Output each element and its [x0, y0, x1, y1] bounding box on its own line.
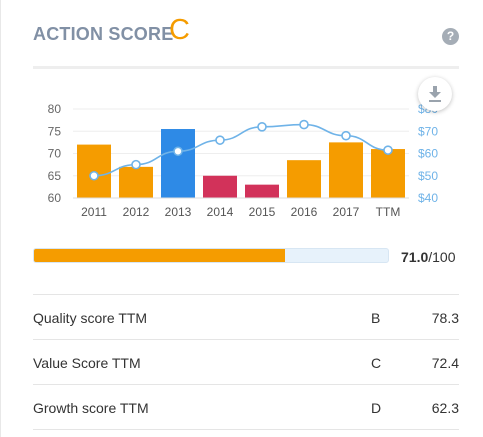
score-row-value: 62.3 — [431, 400, 459, 416]
score-suffix: /100 — [428, 249, 456, 265]
overall-grade: C — [169, 14, 190, 46]
score-row-label: Quality score TTM — [33, 310, 148, 326]
x-tick-label: 2012 — [123, 205, 150, 219]
score-row-label: Growth score TTM — [33, 400, 149, 416]
score-value: 71.0 — [401, 249, 429, 265]
y2-tick-label: $40 — [418, 191, 438, 205]
x-tick-label: 2014 — [207, 205, 234, 219]
score-row-grade: D — [371, 400, 382, 416]
help-icon[interactable]: ? — [442, 28, 459, 45]
header-divider — [33, 66, 459, 69]
score-row-label: Value Score TTM — [33, 355, 141, 371]
x-tick-label: 2015 — [249, 205, 276, 219]
x-tick-label: TTM — [376, 205, 401, 219]
price-point — [215, 135, 225, 145]
score-row: Growth score TTM D 62.3 — [33, 384, 459, 430]
y2-tick-label: $60 — [418, 147, 438, 161]
bar — [119, 166, 153, 198]
y-tick-label: 75 — [48, 124, 62, 138]
score-breakdown-list: Quality score TTM B 78.3 Value Score TTM C 72… — [33, 294, 459, 430]
bar — [203, 175, 237, 198]
score-row: Value Score TTM C 72.4 — [33, 339, 459, 384]
x-tick-label: 2013 — [165, 205, 192, 219]
score-row-grade: C — [371, 355, 382, 371]
x-tick-label: 2017 — [333, 205, 360, 219]
score-row-grade: B — [371, 310, 381, 326]
y2-tick-label: $70 — [418, 124, 438, 138]
score-progress-bar — [33, 248, 389, 263]
score-row-value: 78.3 — [431, 310, 459, 326]
bar — [329, 142, 363, 198]
price-point — [131, 159, 141, 170]
bar — [371, 149, 405, 198]
price-point — [383, 145, 393, 155]
score-row: Quality score TTM B 78.3 — [33, 294, 459, 339]
bar — [161, 129, 195, 198]
score-readout: 71.0/100 — [401, 249, 456, 265]
score-history-chart: 6065707580$40$50$60$70$80201120122013201… — [48, 102, 439, 219]
bar — [287, 160, 321, 198]
y-tick-label: 80 — [48, 102, 62, 116]
y-tick-label: 70 — [48, 147, 62, 161]
score-progress-fill — [34, 249, 286, 262]
price-point — [257, 121, 267, 132]
bar — [245, 184, 279, 198]
price-point — [89, 170, 99, 181]
x-tick-label: 2011 — [81, 205, 107, 219]
y-tick-label: 65 — [48, 169, 62, 183]
price-point — [173, 146, 183, 157]
card-title: ACTION SCORE — [33, 24, 174, 44]
price-point — [341, 130, 351, 141]
download-icon — [429, 86, 441, 102]
download-button[interactable] — [418, 77, 452, 111]
y2-tick-label: $50 — [418, 169, 438, 183]
y-tick-label: 60 — [48, 191, 62, 205]
price-point — [299, 119, 309, 130]
score-row-value: 72.4 — [431, 355, 459, 371]
x-tick-label: 2016 — [291, 205, 318, 219]
